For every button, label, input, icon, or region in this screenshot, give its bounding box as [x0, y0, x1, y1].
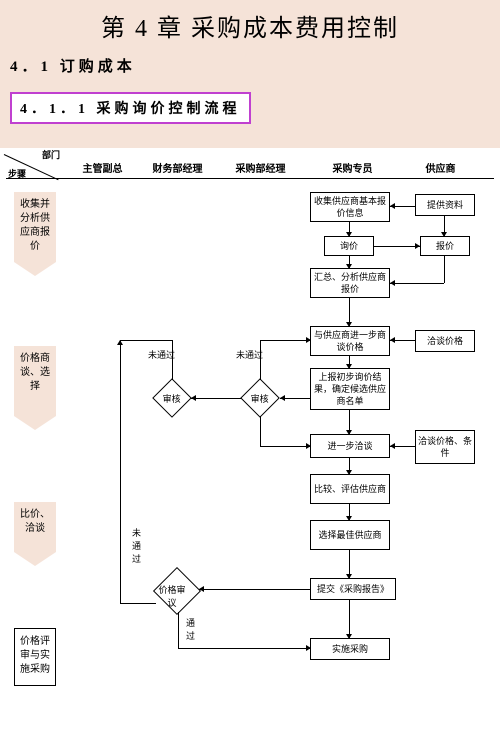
stage-2: 价格商谈、选择: [14, 346, 56, 416]
step-dept-header: 部门 步骤: [6, 150, 56, 178]
col-head-4: 采购专员: [330, 160, 375, 175]
flowchart-canvas: 部门 步骤 主管副总 财务部经理 采购部经理 采购专员 供应商 收集并分析供应商…: [0, 148, 500, 741]
stage-3: 比价、洽谈: [14, 502, 56, 552]
node-select-best: 选择最佳供应商: [310, 520, 390, 550]
node-further-talk: 进一步洽谈: [310, 434, 390, 458]
diamond-review-1: 审核: [152, 378, 192, 418]
node-summarize: 汇总、分析供应商报价: [310, 268, 390, 298]
diamond-price-review: 价格审议: [153, 567, 201, 615]
col-head-5: 供应商: [418, 160, 463, 175]
node-talk-price: 洽谈价格: [415, 330, 475, 352]
col-head-1: 主管副总: [75, 160, 130, 175]
diamond-review-2: 审核: [240, 378, 280, 418]
label-pass: 通过: [186, 616, 200, 642]
subsection-title: 4．1．1 采购询价控制流程: [10, 92, 251, 124]
node-submit-report: 提交《采购报告》: [310, 578, 396, 600]
label-fail-1: 未通过: [148, 348, 175, 361]
stage-4: 价格评审与实施采购: [14, 628, 56, 686]
node-provide-doc: 提供资料: [415, 194, 475, 216]
col-head-2: 财务部经理: [150, 160, 205, 175]
stage-1: 收集并分析供应商报价: [14, 192, 56, 262]
label-fail-3: 未通过: [132, 526, 146, 565]
chapter-title: 第 4 章 采购成本费用控制: [0, 0, 500, 43]
node-execute: 实施采购: [310, 638, 390, 660]
node-negotiate: 与供应商进一步商谈价格: [310, 326, 390, 356]
node-talk-terms: 洽谈价格、条件: [415, 430, 475, 464]
node-collect-info: 收集供应商基本报价信息: [310, 192, 390, 222]
col-head-3: 采购部经理: [233, 160, 288, 175]
node-compare-eval: 比较、评估供应商: [310, 474, 390, 504]
node-quote: 报价: [420, 236, 470, 256]
dept-label: 部门: [42, 148, 60, 161]
section-title: 4．1 订购成本: [0, 43, 500, 86]
node-inquiry: 询价: [324, 236, 374, 256]
node-report-list: 上报初步询价结果，确定候选供应商名单: [310, 368, 390, 410]
label-fail-2: 未通过: [236, 348, 263, 361]
header-rule: [6, 178, 494, 179]
